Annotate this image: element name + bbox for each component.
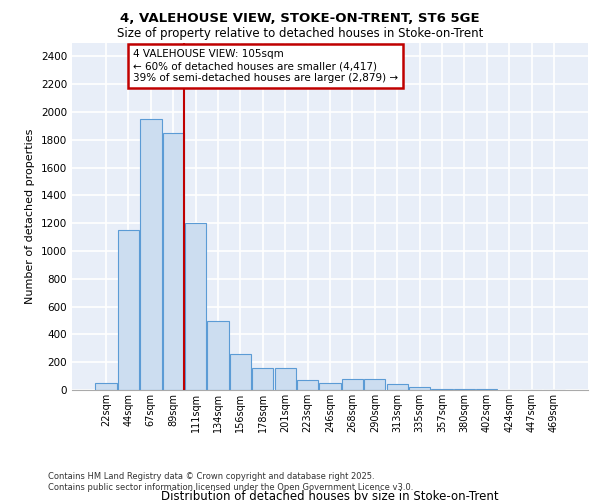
Y-axis label: Number of detached properties: Number of detached properties xyxy=(25,128,35,304)
Bar xyxy=(319,383,341,390)
Bar xyxy=(208,320,229,390)
Bar xyxy=(275,368,296,390)
Bar xyxy=(252,368,274,390)
Bar xyxy=(386,384,408,390)
Text: Contains HM Land Registry data © Crown copyright and database right 2025.: Contains HM Land Registry data © Crown c… xyxy=(48,472,374,481)
Bar xyxy=(297,380,318,390)
Text: Size of property relative to detached houses in Stoke-on-Trent: Size of property relative to detached ho… xyxy=(117,28,483,40)
Bar xyxy=(185,223,206,390)
Bar xyxy=(163,133,184,390)
Bar xyxy=(431,388,452,390)
X-axis label: Distribution of detached houses by size in Stoke-on-Trent: Distribution of detached houses by size … xyxy=(161,490,499,500)
Bar xyxy=(118,230,139,390)
Text: 4, VALEHOUSE VIEW, STOKE-ON-TRENT, ST6 5GE: 4, VALEHOUSE VIEW, STOKE-ON-TRENT, ST6 5… xyxy=(120,12,480,26)
Text: Contains public sector information licensed under the Open Government Licence v3: Contains public sector information licen… xyxy=(48,484,413,492)
Bar xyxy=(342,379,363,390)
Bar xyxy=(364,379,385,390)
Bar xyxy=(230,354,251,390)
Bar xyxy=(95,383,117,390)
Text: 4 VALEHOUSE VIEW: 105sqm
← 60% of detached houses are smaller (4,417)
39% of sem: 4 VALEHOUSE VIEW: 105sqm ← 60% of detach… xyxy=(133,50,398,82)
Bar xyxy=(140,119,161,390)
Bar xyxy=(409,387,430,390)
